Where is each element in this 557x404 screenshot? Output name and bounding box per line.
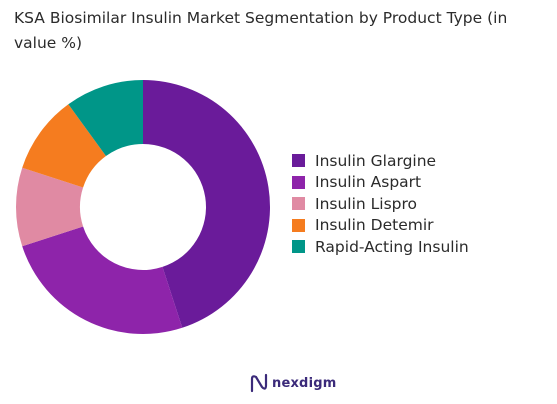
legend-swatch: [292, 218, 305, 232]
legend-swatch: [292, 240, 305, 254]
legend-swatch: [292, 175, 305, 189]
legend-label: Insulin Detemir: [315, 216, 434, 235]
donut-slice-insulin-lispro: [16, 167, 84, 247]
legend-item: Insulin Detemir: [292, 215, 469, 237]
legend-item: Insulin Glargine: [292, 150, 469, 172]
chart-title: KSA Biosimilar Insulin Market Segmentati…: [14, 9, 508, 52]
legend-label: Insulin Glargine: [315, 151, 437, 170]
legend-item: Insulin Aspart: [292, 172, 469, 194]
legend-item: Insulin Lispro: [292, 193, 469, 215]
legend-item: Rapid-Acting Insulin: [292, 236, 469, 258]
chart-legend: Insulin Glargine Insulin Aspart Insulin Li…: [292, 150, 469, 258]
donut-slice-insulin-glargine: [143, 80, 270, 328]
donut-slice-rapid-acting-insulin: [68, 80, 143, 157]
legend-label: Rapid-Acting Insulin: [315, 237, 469, 256]
brand-name: nexdigm: [272, 375, 337, 391]
legend-label: Insulin Lispro: [315, 194, 418, 213]
legend-swatch: [292, 154, 305, 168]
brand-footer: nexdigm: [250, 373, 336, 393]
legend-label: Insulin Aspart: [315, 173, 422, 192]
donut-slice-insulin-detemir: [22, 104, 106, 188]
donut-slice-insulin-aspart: [22, 226, 183, 334]
nexdigm-logo-icon: [250, 373, 268, 393]
legend-swatch: [292, 197, 305, 211]
